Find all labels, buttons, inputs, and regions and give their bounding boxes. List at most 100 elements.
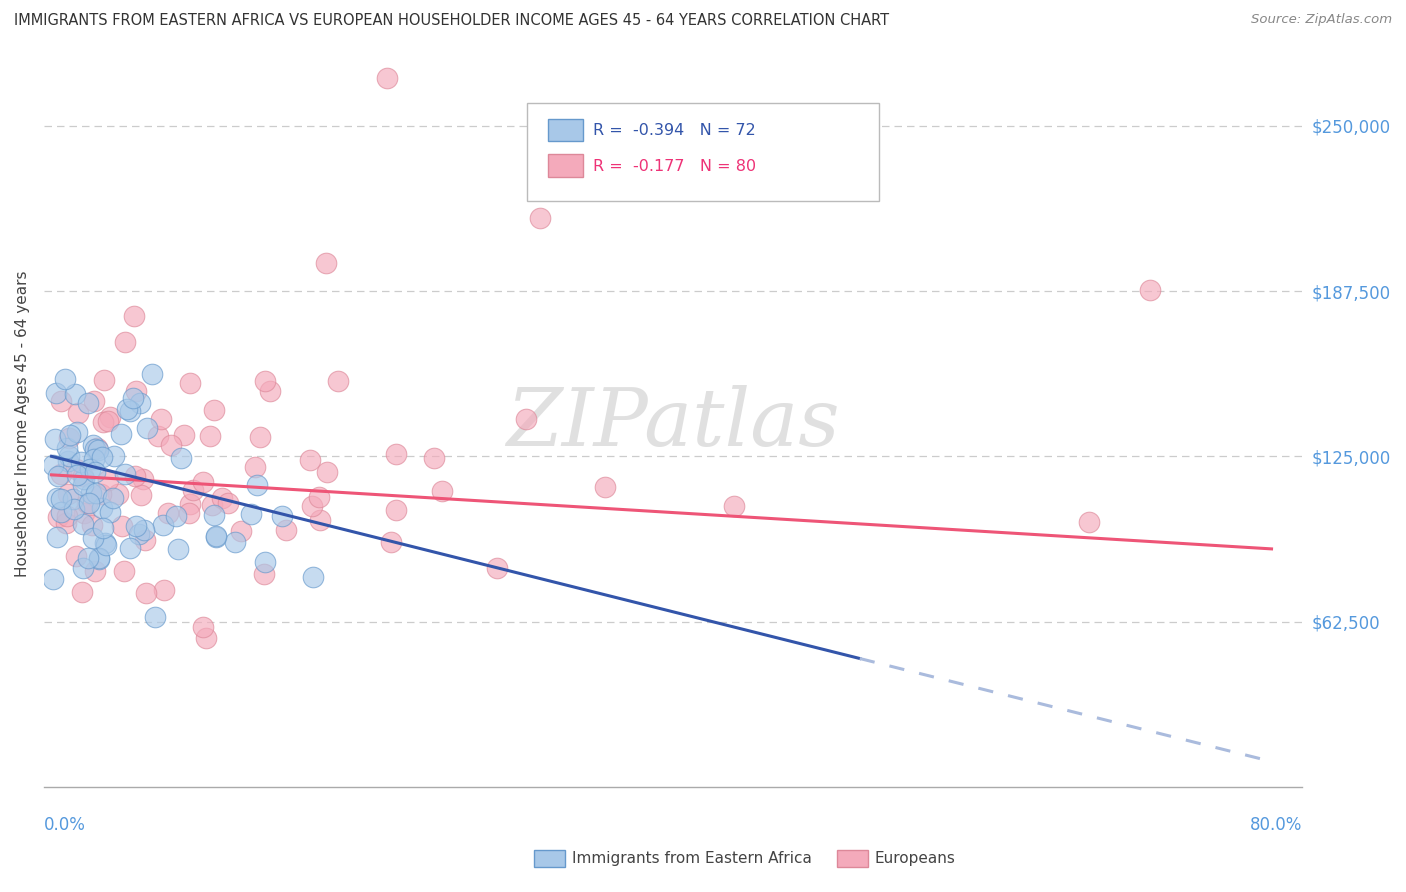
Point	[107, 486, 129, 500]
Point	[299, 453, 322, 467]
Point	[1077, 516, 1099, 530]
Text: R =  -0.177   N = 80: R = -0.177 N = 80	[593, 159, 756, 174]
Point	[58, 449, 80, 463]
Point	[254, 374, 277, 388]
Point	[173, 428, 195, 442]
Point	[723, 499, 745, 513]
Point	[77, 550, 100, 565]
Point	[66, 467, 89, 482]
Point	[146, 429, 169, 443]
Point	[198, 429, 221, 443]
Point	[65, 549, 87, 563]
Point	[204, 403, 226, 417]
Point	[70, 455, 93, 469]
Point	[245, 459, 267, 474]
Point	[249, 430, 271, 444]
Point	[128, 395, 150, 409]
Point	[122, 309, 145, 323]
Point	[42, 572, 65, 586]
Point	[83, 564, 105, 578]
Point	[83, 393, 105, 408]
Point	[91, 415, 114, 429]
Point	[111, 518, 134, 533]
Point	[70, 584, 93, 599]
Point	[125, 518, 148, 533]
Point	[93, 535, 115, 549]
Point	[46, 491, 69, 505]
Point	[86, 442, 108, 456]
Point	[51, 505, 73, 519]
Point	[42, 458, 65, 472]
Point	[253, 566, 276, 581]
Point	[55, 516, 77, 530]
Point	[145, 610, 167, 624]
Point	[179, 376, 201, 391]
Point	[181, 483, 204, 497]
Point	[97, 414, 120, 428]
Point	[231, 524, 253, 538]
Point	[152, 583, 174, 598]
Point	[380, 535, 402, 549]
Point	[120, 541, 142, 555]
Point	[486, 561, 509, 575]
Point	[84, 485, 107, 500]
Point	[73, 471, 96, 485]
Point	[128, 527, 150, 541]
Point	[67, 406, 90, 420]
Point	[59, 428, 82, 442]
Point	[124, 469, 146, 483]
Point	[72, 468, 94, 483]
Point	[98, 505, 121, 519]
Point	[91, 500, 114, 515]
Point	[56, 508, 79, 523]
Point	[90, 487, 112, 501]
Point	[202, 508, 225, 522]
Point	[135, 421, 157, 435]
Point	[77, 496, 100, 510]
Point	[194, 631, 217, 645]
Point	[101, 491, 124, 505]
Point	[315, 465, 337, 479]
Point	[1139, 283, 1161, 297]
Point	[72, 561, 94, 575]
Point	[177, 506, 200, 520]
Point	[91, 450, 114, 465]
Point	[98, 409, 121, 424]
Point	[56, 441, 79, 455]
Point	[326, 374, 349, 388]
Point	[63, 387, 86, 401]
Point	[44, 432, 66, 446]
Text: ZIPatlas: ZIPatlas	[506, 384, 839, 462]
Point	[118, 404, 141, 418]
Point	[122, 391, 145, 405]
Point	[165, 508, 187, 523]
Point	[49, 491, 72, 506]
Point	[308, 490, 330, 504]
Point	[97, 473, 120, 487]
Point	[82, 531, 104, 545]
Y-axis label: Householder Income Ages 45 - 64 years: Householder Income Ages 45 - 64 years	[15, 270, 30, 576]
Point	[529, 211, 551, 226]
Text: IMMIGRANTS FROM EASTERN AFRICA VS EUROPEAN HOUSEHOLDER INCOME AGES 45 - 64 YEARS: IMMIGRANTS FROM EASTERN AFRICA VS EUROPE…	[14, 13, 889, 29]
Point	[309, 512, 332, 526]
Point	[46, 468, 69, 483]
Point	[302, 569, 325, 583]
Point	[170, 450, 193, 465]
Point	[45, 531, 67, 545]
Point	[152, 518, 174, 533]
Point	[62, 502, 84, 516]
Point	[66, 425, 89, 439]
Point	[72, 478, 94, 492]
Text: Immigrants from Eastern Africa: Immigrants from Eastern Africa	[572, 851, 813, 865]
Point	[132, 472, 155, 486]
Point	[129, 488, 152, 502]
Text: Source: ZipAtlas.com: Source: ZipAtlas.com	[1251, 13, 1392, 27]
Point	[80, 518, 103, 533]
Text: R =  -0.394   N = 72: R = -0.394 N = 72	[593, 123, 756, 138]
Point	[246, 478, 269, 492]
Point	[201, 498, 224, 512]
Point	[191, 475, 214, 489]
Point	[515, 412, 537, 426]
Point	[76, 496, 98, 510]
Point	[385, 503, 408, 517]
